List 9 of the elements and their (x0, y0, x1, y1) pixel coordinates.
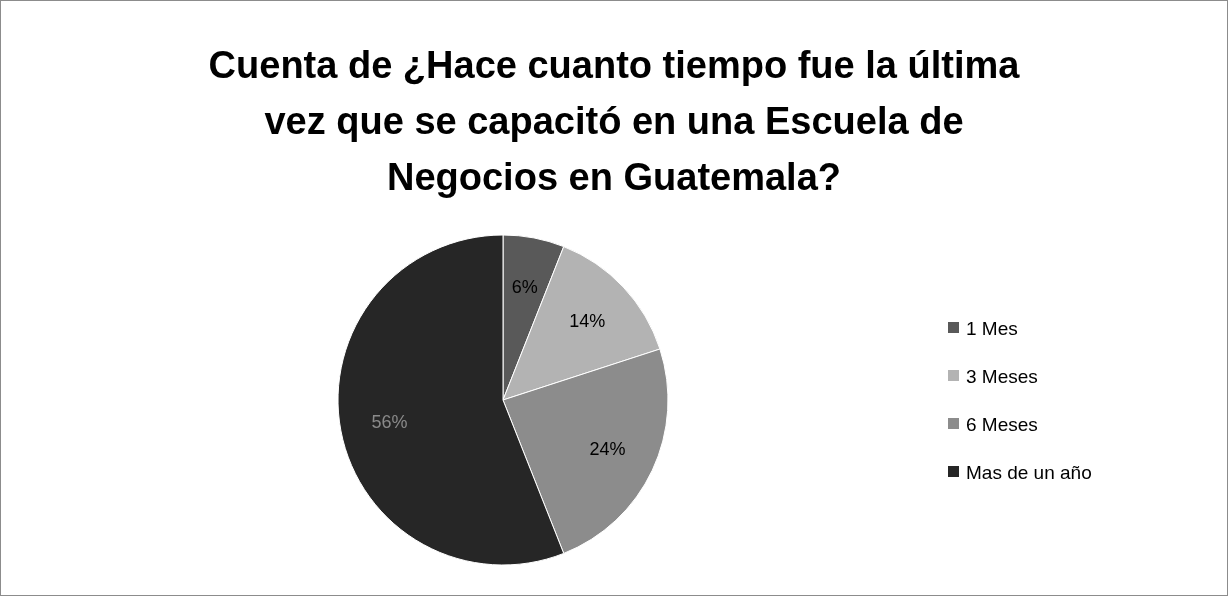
data-label: 6% (511, 276, 538, 297)
legend-label: 3 Meses (966, 365, 1038, 387)
data-label: 56% (371, 411, 408, 432)
legend-label: Mas de un año (966, 461, 1092, 483)
legend-label: 1 Mes (966, 317, 1018, 339)
data-label: 24% (589, 439, 626, 460)
data-label: 14% (569, 311, 606, 332)
chart-title: Cuenta de ¿Hace cuanto tiempo fue la última vez que se capacitó en una Escuela de Negocios en Guatemala? (208, 44, 1021, 198)
legend-label: 6 Meses (966, 413, 1038, 435)
